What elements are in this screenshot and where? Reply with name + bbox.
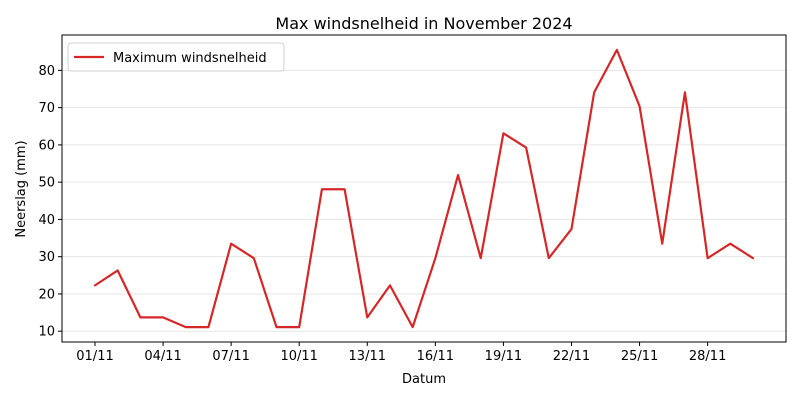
series-layer: [93, 48, 755, 329]
y-tick-label: 20: [38, 287, 55, 302]
legend-label: Maximum windsnelheid: [113, 51, 267, 66]
x-axis-label: Datum: [402, 372, 446, 387]
y-tick-label: 10: [38, 325, 55, 340]
y-tick-label: 60: [38, 138, 55, 153]
plot-area-frame: [61, 34, 787, 343]
x-tick-label: 28/11: [689, 349, 726, 364]
y-axis-ticks: 10 20 30 40 50 60 70 80: [38, 64, 62, 340]
x-tick-label: 07/11: [212, 349, 249, 364]
y-tick-label: 50: [38, 176, 55, 191]
y-tick-label: 80: [38, 64, 55, 79]
y-tick-label: 40: [38, 213, 55, 228]
x-tick-label: 16/11: [417, 349, 454, 364]
y-tick-label: 30: [38, 250, 55, 265]
x-tick-label: 13/11: [349, 349, 386, 364]
legend-box: [67, 42, 285, 72]
x-tick-label: 01/11: [76, 349, 113, 364]
x-tick-label: 04/11: [144, 349, 181, 364]
series-line: [93, 48, 755, 329]
x-tick-label: 19/11: [485, 349, 522, 364]
y-tick-label: 70: [38, 101, 55, 116]
x-tick-label: 25/11: [621, 349, 658, 364]
legend: Maximum windsnelheid: [67, 42, 285, 72]
x-tick-label: 10/11: [280, 349, 317, 364]
chart-title: Max windsnelheid in November 2024: [275, 14, 572, 33]
x-tick-label: 22/11: [553, 349, 590, 364]
y-axis-label: Neerslag (mm): [14, 140, 29, 237]
x-axis-ticks: 01/11 04/11 07/11 10/11 13/11 16/11 19/11 22/11…: [76, 342, 726, 364]
